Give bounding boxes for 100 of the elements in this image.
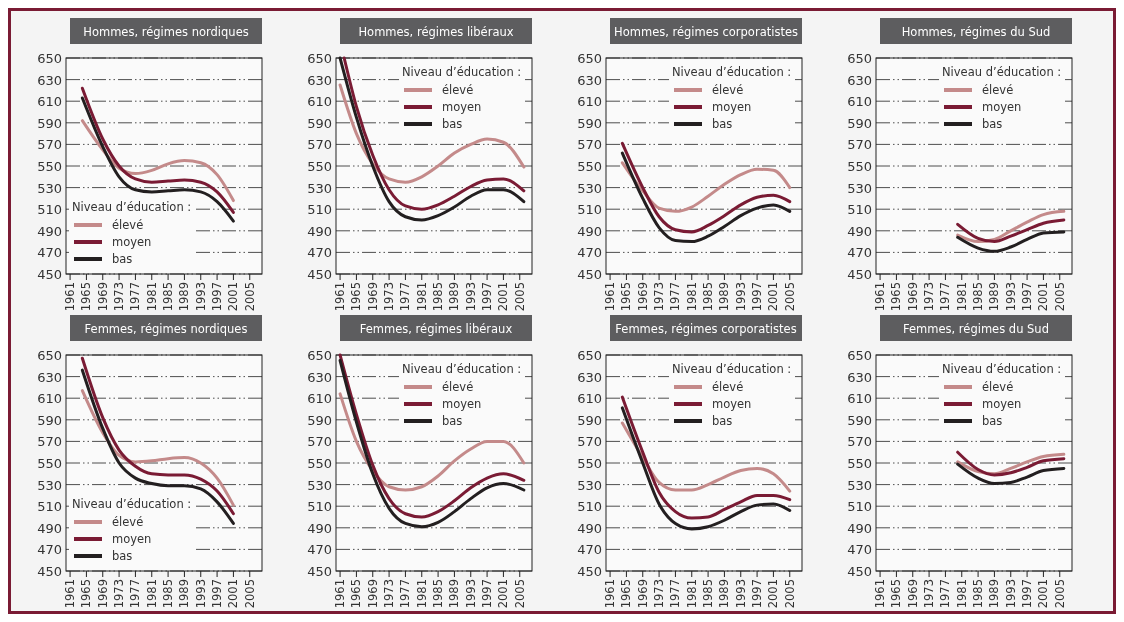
y-tick-label: 510 [37, 499, 62, 515]
x-tick-label: 1997 [1020, 579, 1035, 609]
y-tick-label: 490 [307, 223, 332, 239]
y-tick-label: 650 [307, 51, 332, 66]
line-series [620, 141, 792, 234]
y-tick-label: 530 [37, 180, 62, 196]
x-tick-label: 1981 [684, 282, 699, 312]
x-tick-label: 1985 [971, 579, 986, 609]
y-tick-label: 490 [847, 520, 872, 536]
x-tick-label: 1981 [684, 579, 699, 609]
y-tick-label: 530 [307, 477, 332, 493]
legend-label: moyen [112, 235, 152, 249]
x-tick-label: 1961 [603, 282, 618, 312]
x-tick-label: 2001 [496, 282, 511, 312]
legend-label: bas [112, 252, 133, 266]
x-tick-label: 1993 [733, 282, 748, 312]
y-tick-label: 530 [847, 477, 872, 493]
x-tick-label: 1965 [349, 282, 364, 312]
y-tick-label: 490 [577, 520, 602, 536]
y-tick-label: 590 [307, 115, 332, 131]
x-tick-label: 1965 [889, 579, 904, 609]
y-tick-label: 630 [307, 369, 332, 385]
x-tick-label: 1993 [463, 282, 478, 312]
y-tick-label: 570 [577, 137, 602, 153]
chart-title: Femmes, régimes corporatistes [615, 322, 797, 336]
y-tick-label: 630 [37, 72, 62, 88]
x-tick-label: 1965 [79, 579, 94, 609]
y-tick-label: 610 [307, 391, 332, 407]
x-tick-label: 1993 [1003, 282, 1018, 312]
y-tick-label: 650 [847, 51, 872, 66]
legend-label: moyen [982, 397, 1022, 411]
x-tick-label: 1997 [750, 579, 765, 609]
y-tick-label: 610 [577, 94, 602, 110]
y-tick-label: 450 [37, 267, 62, 282]
x-tick-label: 1977 [128, 282, 143, 312]
y-tick-label: 550 [307, 159, 332, 174]
x-tick-label: 1981 [144, 579, 159, 609]
y-tick-label: 470 [577, 542, 602, 558]
y-tick-label: 490 [307, 520, 332, 536]
y-tick-label: 470 [37, 542, 62, 558]
x-tick-label: 1965 [349, 579, 364, 609]
y-tick-label: 630 [847, 72, 872, 88]
x-tick-label: 1969 [95, 282, 110, 312]
y-tick-label: 610 [847, 391, 872, 407]
y-tick-label: 510 [37, 202, 62, 218]
y-tick-label: 610 [307, 94, 332, 110]
x-tick-label: 1985 [701, 282, 716, 312]
line-series [338, 392, 526, 492]
y-tick-label: 490 [37, 520, 62, 536]
legend-title: Niveau d’éducation : [942, 65, 1062, 79]
x-tick-label: 1997 [1020, 282, 1035, 312]
x-tick-label: 1961 [603, 579, 618, 609]
x-tick-label: 2005 [782, 579, 797, 609]
chart-title: Hommes, régimes corporatistes [614, 25, 798, 39]
y-tick-label: 530 [307, 180, 332, 196]
legend-label: élevé [712, 380, 744, 394]
legend-label: bas [442, 117, 463, 131]
x-tick-label: 2001 [766, 282, 781, 312]
y-tick-label: 630 [847, 369, 872, 385]
y-tick-label: 650 [577, 348, 602, 363]
y-tick-label: 450 [307, 267, 332, 282]
y-tick-label: 470 [847, 245, 872, 261]
x-tick-label: 1981 [414, 579, 429, 609]
x-tick-label: 1965 [889, 282, 904, 312]
y-tick-label: 470 [37, 245, 62, 261]
legend-label: élevé [712, 83, 744, 97]
legend-title: Niveau d’éducation : [672, 362, 792, 376]
x-tick-label: 2001 [496, 579, 511, 609]
y-tick-label: 650 [37, 51, 62, 66]
legend-title: Niveau d’éducation : [402, 362, 522, 376]
x-tick-label: 1993 [193, 282, 208, 312]
y-tick-label: 610 [37, 94, 62, 110]
x-tick-label: 1977 [398, 579, 413, 609]
y-tick-label: 650 [37, 348, 62, 363]
legend-label: moyen [442, 397, 482, 411]
y-tick-label: 510 [847, 499, 872, 515]
x-tick-label: 1961 [873, 282, 888, 312]
legend-label: élevé [112, 218, 144, 232]
legend-label: élevé [982, 380, 1014, 394]
y-tick-label: 510 [577, 202, 602, 218]
chart-title: Hommes, régimes du Sud [901, 25, 1051, 39]
x-tick-label: 1961 [333, 282, 348, 312]
y-tick-label: 630 [577, 369, 602, 385]
x-tick-label: 1993 [463, 579, 478, 609]
x-tick-label: 1985 [971, 282, 986, 312]
x-tick-label: 1997 [210, 579, 225, 609]
x-tick-label: 1989 [987, 282, 1002, 312]
x-tick-label: 2005 [1052, 579, 1067, 609]
y-tick-label: 510 [577, 499, 602, 515]
y-tick-label: 530 [577, 180, 602, 196]
x-tick-label: 1977 [938, 282, 953, 312]
chart-title: Femmes, régimes nordiques [84, 322, 248, 336]
x-tick-label: 1977 [668, 282, 683, 312]
legend-label: bas [982, 117, 1003, 131]
y-tick-label: 450 [847, 564, 872, 579]
legend-title: Niveau d’éducation : [672, 65, 792, 79]
y-tick-label: 530 [577, 477, 602, 493]
x-tick-label: 1981 [414, 282, 429, 312]
y-tick-label: 590 [37, 412, 62, 428]
y-tick-label: 650 [847, 348, 872, 363]
